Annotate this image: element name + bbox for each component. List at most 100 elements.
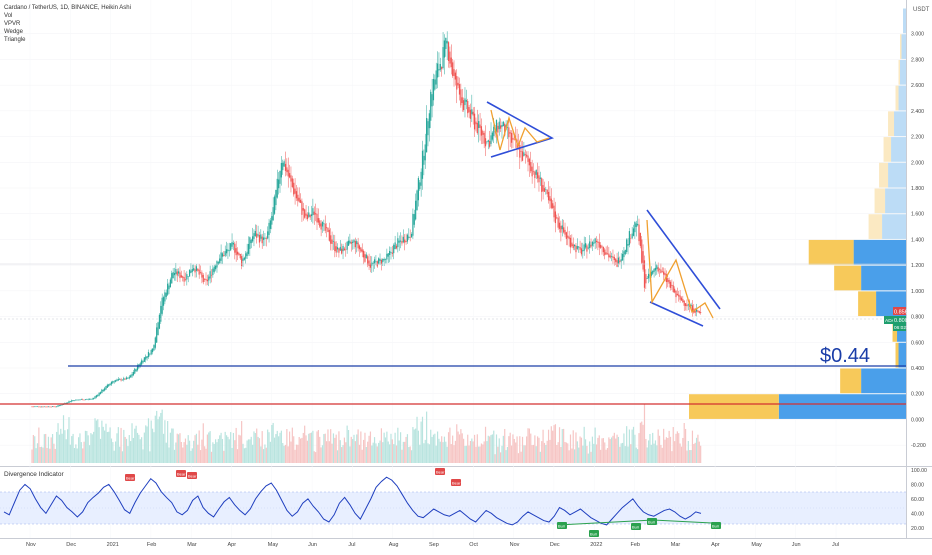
candle-body <box>394 242 396 250</box>
volume-bar <box>520 451 522 463</box>
candle-body <box>51 406 54 407</box>
candle-body <box>528 158 530 166</box>
currency-label[interactable]: USDT <box>913 7 930 13</box>
volume-bar <box>323 434 325 463</box>
candle-body <box>598 242 600 248</box>
volume-bar <box>558 427 561 463</box>
candle-body <box>661 271 663 272</box>
candle-body <box>531 166 533 177</box>
oscillator-axis: 100.00 80.00 60.00 40.00 20.00 <box>911 468 927 532</box>
volume-bar <box>657 429 659 463</box>
volume-bar <box>75 444 77 463</box>
volume-bar <box>643 404 646 463</box>
candle-body <box>526 154 528 157</box>
vp-bar-up <box>808 239 854 265</box>
volume-bar <box>312 430 314 463</box>
bear-signal-badge[interactable] <box>176 470 186 477</box>
bull-signal-badge[interactable] <box>631 523 641 530</box>
volume-bar <box>132 437 134 463</box>
volume-bar <box>325 441 328 463</box>
candle-body <box>40 406 43 408</box>
volume-bar <box>401 449 403 463</box>
legend-vol[interactable]: Vol <box>4 13 12 19</box>
volume-bar <box>394 432 396 463</box>
legend: Cardano / TetherUS, 1D, BINANCE, Heikin … <box>4 5 131 43</box>
volume-bar <box>417 430 419 463</box>
wedge-pattern[interactable] <box>646 209 721 327</box>
candle-body <box>83 399 85 401</box>
volume-bar <box>127 446 129 463</box>
candle-body <box>545 189 547 190</box>
bear-signal-badge[interactable] <box>435 468 445 475</box>
volume-bar <box>339 440 341 463</box>
bull-signal-badge[interactable] <box>557 522 567 529</box>
volume-bar <box>346 425 348 463</box>
bull-signal-badge[interactable] <box>711 522 721 529</box>
legend-wedge[interactable]: Wedge <box>4 29 24 35</box>
candle-body <box>50 406 52 408</box>
candle-body <box>453 69 455 77</box>
volume-bar <box>112 442 114 463</box>
candle-body <box>293 182 295 195</box>
volume-bar <box>315 452 317 463</box>
volume-bar <box>631 429 633 463</box>
volume-bar <box>234 440 236 463</box>
vp-bar-down <box>861 368 906 394</box>
candle-body <box>195 266 198 271</box>
volume-bar <box>642 424 644 463</box>
candle-body <box>557 217 559 228</box>
candle-body <box>57 405 59 407</box>
candle-body <box>308 212 310 217</box>
price-tick-label: 2.600 <box>911 83 924 89</box>
oscillator-layer <box>3 476 702 526</box>
volume-bar <box>479 446 481 463</box>
candle-body <box>69 401 71 403</box>
legend-title[interactable]: Cardano / TetherUS, 1D, BINANCE, Heikin … <box>4 5 131 11</box>
candle-body <box>149 353 151 355</box>
candle-body <box>434 79 436 90</box>
volume-bar <box>369 431 372 463</box>
bear-signal-badge[interactable] <box>125 474 135 481</box>
bull-signal-badge[interactable] <box>589 530 599 537</box>
candle-body <box>605 252 607 255</box>
volume-bar <box>210 451 213 463</box>
bear-signal-badge[interactable] <box>451 479 461 486</box>
legend-triangle[interactable]: Triangle <box>4 37 26 43</box>
candle-body <box>301 201 303 215</box>
candle-body <box>504 123 506 136</box>
volume-bar <box>134 428 136 463</box>
volume-bar <box>620 443 622 463</box>
candle-body <box>235 248 237 256</box>
candle-body <box>508 127 510 138</box>
legend-vpvr[interactable]: VPVR <box>4 21 21 27</box>
volume-bar <box>560 446 562 463</box>
candle-body <box>501 124 503 128</box>
candle-body <box>43 406 45 408</box>
candle-body <box>668 280 670 284</box>
candle-body <box>253 233 255 239</box>
volume-bar <box>110 438 113 463</box>
volume-bar <box>101 420 103 463</box>
bull-signal-badge[interactable] <box>647 518 657 525</box>
signal-label: Bull <box>632 524 639 529</box>
volume-bar <box>223 450 225 463</box>
candle-body <box>490 135 492 144</box>
candle-body <box>224 251 226 256</box>
oscillator-title[interactable]: Divergence Indicator <box>4 471 64 478</box>
bear-signal-badge[interactable] <box>187 472 197 479</box>
volume-bar <box>606 448 609 463</box>
candle-body <box>34 406 36 408</box>
time-tick-label: Apr <box>711 542 720 548</box>
price-tick-label: 1.200 <box>911 263 924 269</box>
candle-body <box>354 241 356 248</box>
volume-bar <box>575 432 577 463</box>
volume-bar <box>426 411 428 463</box>
candle-body <box>563 227 565 233</box>
time-tick-label: Nov <box>26 542 36 548</box>
candle-body <box>524 154 526 156</box>
volume-bar <box>182 447 184 463</box>
candle-body <box>535 169 537 175</box>
candle-body <box>284 163 287 171</box>
triangle-pattern[interactable] <box>486 101 555 158</box>
volume-bar <box>554 424 557 463</box>
